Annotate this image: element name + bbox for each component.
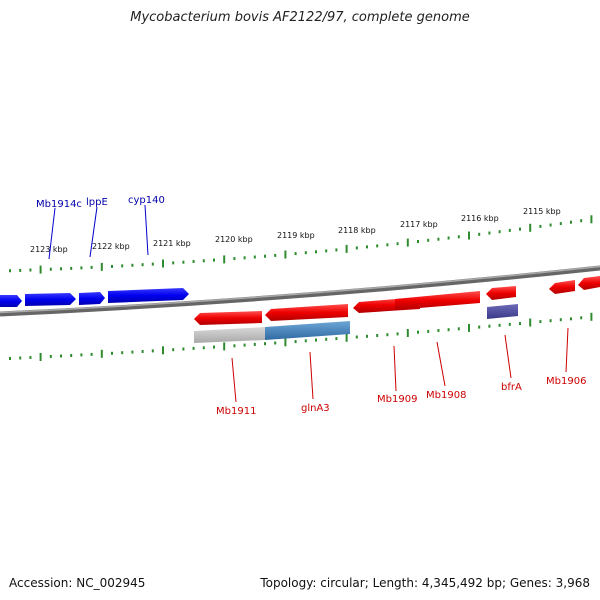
- label-leader-mb1909: [393, 345, 397, 392]
- reverse-leaders: [231, 327, 569, 403]
- segment-bfra[interactable]: [487, 304, 518, 319]
- gene-label-mb1908[interactable]: Mb1908: [426, 390, 466, 401]
- scale-label-2120: 2120 kbp: [215, 235, 253, 244]
- label-leader-lppe: [89, 206, 98, 258]
- label-leader-glna3: [309, 351, 314, 400]
- scale-track-outer: [9, 215, 593, 274]
- genes-label: Genes:: [509, 576, 552, 590]
- label-leader-bfra: [504, 334, 512, 379]
- segment-track[interactable]: [194, 304, 518, 343]
- label-leader-mb1911: [231, 357, 237, 403]
- length-label: Length:: [372, 576, 419, 590]
- forward-labels: [48, 204, 149, 260]
- scale-label-2121: 2121 kbp: [153, 239, 191, 248]
- scale-label-2118: 2118 kbp: [338, 226, 376, 235]
- genome-summary: Topology: circular; Length: 4,345,492 bp…: [260, 576, 590, 590]
- gene-feature-cyp140[interactable]: [108, 288, 189, 303]
- length-value: 4,345,492 bp: [421, 576, 502, 590]
- segment-glna3[interactable]: [265, 321, 350, 340]
- gene-label-mb1906[interactable]: Mb1906: [546, 376, 586, 387]
- reverse-features[interactable]: [194, 276, 600, 325]
- map-title: Mycobacterium bovis AF2122/97, complete …: [130, 10, 470, 25]
- gene-label-mb1914c[interactable]: Mb1914c: [36, 199, 82, 210]
- genes-value: 3,968: [555, 576, 590, 590]
- scale-label-2117: 2117 kbp: [400, 220, 438, 229]
- gene-feature-mb1908[interactable]: [395, 291, 480, 310]
- forward-features[interactable]: [0, 288, 189, 307]
- accession-value: NC_002945: [76, 576, 146, 590]
- scale-label-2116: 2116 kbp: [461, 214, 499, 223]
- gene-label-lppe[interactable]: lppE: [86, 197, 108, 208]
- scale-labels: 2123 kbp 2122 kbp 2121 kbp 2120 kbp 2119…: [30, 207, 561, 254]
- forward-label-texts: Mb1914c lppE cyp140: [36, 195, 165, 210]
- label-leader-cyp140: [144, 204, 149, 256]
- label-leader-mb1906: [565, 327, 569, 373]
- label-leader-mb1914c: [48, 207, 56, 260]
- topology-value: circular: [320, 576, 365, 590]
- scale-track-inner: [9, 312, 593, 361]
- gene-label-glna3[interactable]: glnA3: [301, 403, 330, 414]
- scale-label-2115: 2115 kbp: [523, 207, 561, 216]
- gene-feature-mb1911[interactable]: [194, 311, 262, 325]
- scale-label-2123: 2123 kbp: [30, 245, 68, 254]
- accession-label: Accession:: [9, 576, 73, 590]
- gene-feature-forward[interactable]: [0, 295, 22, 307]
- gene-label-mb1911[interactable]: Mb1911: [216, 406, 256, 417]
- scale-label-2122: 2122 kbp: [92, 242, 130, 251]
- gene-feature-glna3[interactable]: [265, 304, 348, 321]
- scale-label-2119: 2119 kbp: [277, 231, 315, 240]
- gene-feature-mb1907[interactable]: [486, 286, 516, 300]
- gene-label-bfra[interactable]: bfrA: [501, 382, 522, 393]
- segment-gray[interactable]: [194, 327, 265, 343]
- gene-feature-mb1906[interactable]: [549, 280, 575, 294]
- genome-backbone-highlight: [0, 265, 600, 314]
- topology-label: Topology:: [260, 576, 317, 590]
- gene-feature-lppe[interactable]: [79, 292, 105, 305]
- accession-info: Accession: NC_002945: [9, 576, 145, 590]
- gene-label-mb1909[interactable]: Mb1909: [377, 394, 417, 405]
- reverse-label-texts: Mb1911 glnA3 Mb1909 Mb1908 bfrA Mb1906: [216, 376, 586, 417]
- genome-backbone: [0, 265, 600, 317]
- gene-feature-mb1905[interactable]: [578, 276, 600, 290]
- gene-label-cyp140[interactable]: cyp140: [128, 195, 165, 206]
- label-leader-mb1908: [436, 341, 446, 387]
- gene-feature-mb1914c[interactable]: [25, 293, 76, 306]
